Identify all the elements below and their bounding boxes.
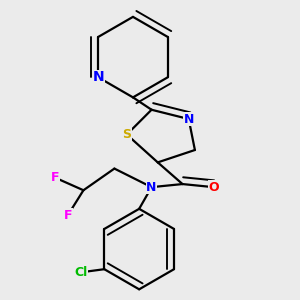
Text: Cl: Cl (74, 266, 88, 279)
Text: S: S (122, 128, 131, 141)
Text: N: N (92, 70, 104, 84)
Text: F: F (51, 171, 60, 184)
Text: F: F (64, 208, 72, 221)
Text: O: O (208, 181, 219, 194)
Text: N: N (184, 112, 194, 125)
Text: N: N (146, 181, 157, 194)
